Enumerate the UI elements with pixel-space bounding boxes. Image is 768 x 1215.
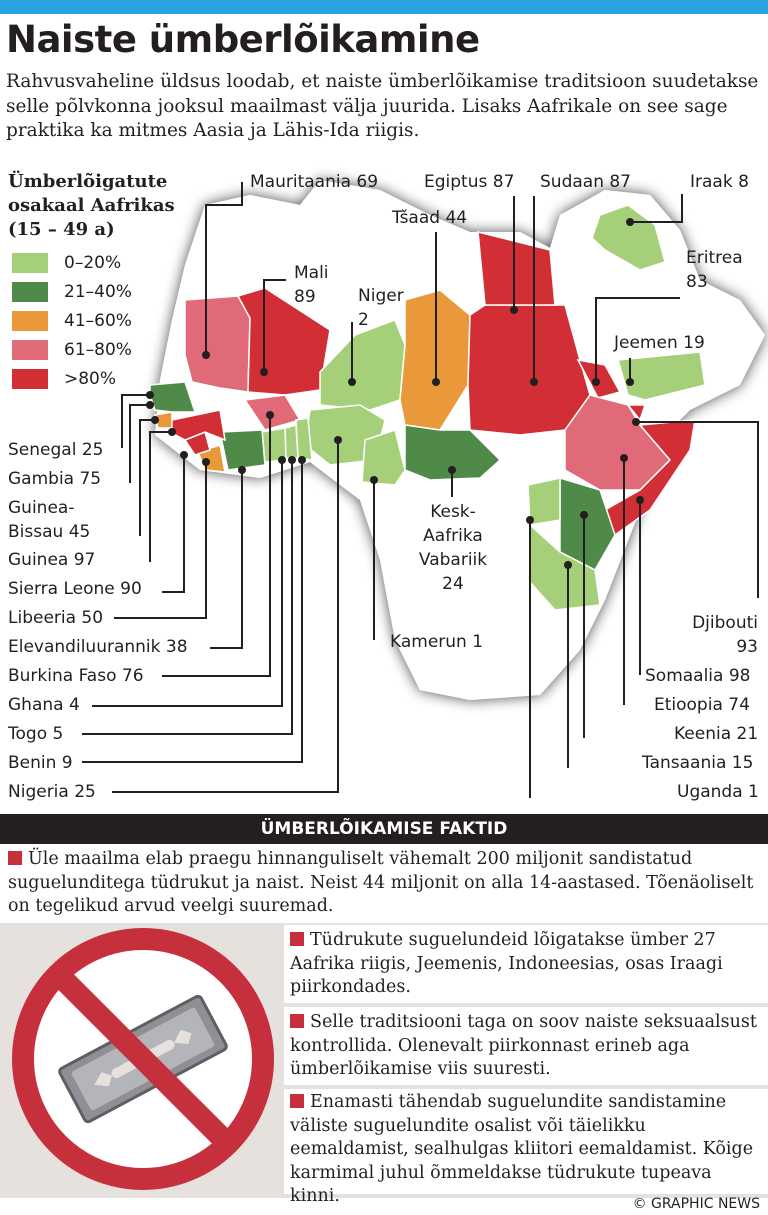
label-togo: Togo 5 (8, 724, 64, 744)
country-djibouti (626, 404, 647, 422)
leader-senegal (121, 394, 150, 448)
leader-mali (263, 279, 286, 372)
label-egypt: Egiptus 87 (424, 172, 515, 192)
label-sudan: Sudaan 87 (540, 172, 632, 192)
label-ghana: Ghana 4 (8, 695, 80, 715)
label-mali: Mali 89 (294, 263, 329, 307)
country-tanzania (527, 523, 601, 611)
legend-swatch (12, 281, 48, 302)
leader-guinea (149, 431, 172, 562)
legend: 0–20% 21–40% 41–60% 61–80% >80% (12, 248, 132, 393)
label-yemen: Jeemen 19 (614, 333, 705, 353)
label-djibouti: Djibouti 93 (692, 613, 758, 657)
fact-3: Selle traditsiooni taga on soov naiste s… (290, 1012, 757, 1079)
label-uganda: Uganda 1 (677, 782, 759, 802)
leader-liberia (114, 462, 207, 619)
label-benin: Benin 9 (8, 753, 73, 773)
country-ivory-coast (219, 429, 266, 471)
bullet-icon (290, 1014, 304, 1028)
label-cameroon: Kamerun 1 (390, 632, 484, 652)
bullet-icon (290, 932, 304, 946)
country-car (404, 424, 502, 481)
fact-3-panel: Selle traditsiooni taga on soov naiste s… (284, 1007, 768, 1085)
country-togo (284, 424, 299, 459)
facts-heading: ÜMBERLÕIKAMISE FAKTID (0, 814, 768, 844)
bullet-icon (290, 1094, 304, 1108)
label-kenya: Keenia 21 (674, 724, 759, 744)
leader-ivory-coast (210, 470, 243, 649)
leader-djibouti (636, 421, 759, 598)
label-senegal: Senegal 25 (8, 440, 104, 460)
legend-item: 61–80% (12, 335, 132, 364)
country-mali (236, 287, 331, 396)
label-ethiopia: Etioopia 74 (654, 695, 750, 715)
country-uganda (527, 477, 561, 526)
label-mauritania: Mauritaania 69 (250, 172, 379, 192)
legend-swatch (12, 339, 48, 360)
label-chad: Tšaad 44 (392, 208, 468, 228)
leader-ghana (92, 460, 283, 707)
leader-mauritania (205, 182, 243, 355)
credit: © GRAPHIC NEWS (632, 1196, 760, 1212)
country-kenya (559, 476, 616, 571)
intro-text: Rahvusvaheline üldsus loodab, et naiste … (6, 71, 759, 141)
country-egypt (477, 231, 556, 306)
legend-title: Ümberlõigatute osakaal Aafrikas (15 – 49… (8, 171, 175, 240)
fact-4: Enamasti tähendab suguelundite sandistam… (290, 1092, 754, 1206)
leader-benin (82, 460, 303, 763)
leader-iraq (630, 194, 683, 223)
bullet-icon (8, 851, 22, 865)
label-gambia: Gambia 75 (8, 469, 102, 489)
africa-map (82, 180, 765, 798)
label-burkina-faso: Burkina Faso 76 (8, 666, 144, 686)
country-cameroon (361, 429, 406, 486)
label-tanzania: Tansaania 15 (642, 753, 754, 773)
legend-swatch (12, 310, 48, 331)
legend-swatch (12, 368, 48, 389)
fact-4-panel: Enamasti tähendab suguelundite sandistam… (284, 1089, 768, 1206)
no-razor-blade-icon (12, 928, 274, 1190)
leader-eritrea (595, 297, 680, 382)
label-guinea-bissau: Guinea- Bissau 45 (8, 498, 91, 542)
legend-item: >80% (12, 364, 132, 393)
leader-guinea-bissau (139, 419, 155, 536)
leader-nigeria (112, 440, 339, 793)
label-ivory-coast: Elevandiluurannik 38 (8, 637, 188, 657)
label-iraq: Iraak 8 (690, 172, 749, 192)
label-car: Kesk- Aafrika Vabariik 24 (418, 502, 488, 594)
fact-1: Üle maailma elab praegu hinnanguliselt v… (8, 849, 754, 916)
label-niger: Niger 2 (358, 286, 404, 330)
label-somalia: Somaalia 98 (645, 666, 751, 686)
page-title: Naiste ümberlõikamine (6, 18, 480, 61)
legend-swatch (12, 252, 48, 273)
legend-item: 21–40% (12, 277, 132, 306)
label-nigeria: Nigeria 25 (8, 782, 96, 802)
fact-2: Tüdrukute suguelundeid lõigatakse ümber … (290, 930, 723, 997)
label-liberia: Libeeria 50 (8, 608, 104, 628)
country-yemen (617, 351, 706, 401)
legend-item: 0–20% (12, 248, 132, 277)
legend-item: 41–60% (12, 306, 132, 335)
label-guinea: Guinea 97 (8, 550, 96, 570)
leader-sierra-leone (162, 455, 185, 593)
leader-gambia (129, 404, 150, 483)
leader-burkina-faso (162, 415, 271, 677)
leader-togo (82, 460, 293, 735)
top-accent-bar (0, 0, 768, 14)
label-sierra-leone: Sierra Leone 90 (8, 579, 142, 599)
country-mauritania (184, 295, 251, 393)
label-eritrea: Eritrea 83 (686, 248, 743, 292)
fact-2-panel: Tüdrukute suguelundeid lõigatakse ümber … (284, 925, 768, 1003)
